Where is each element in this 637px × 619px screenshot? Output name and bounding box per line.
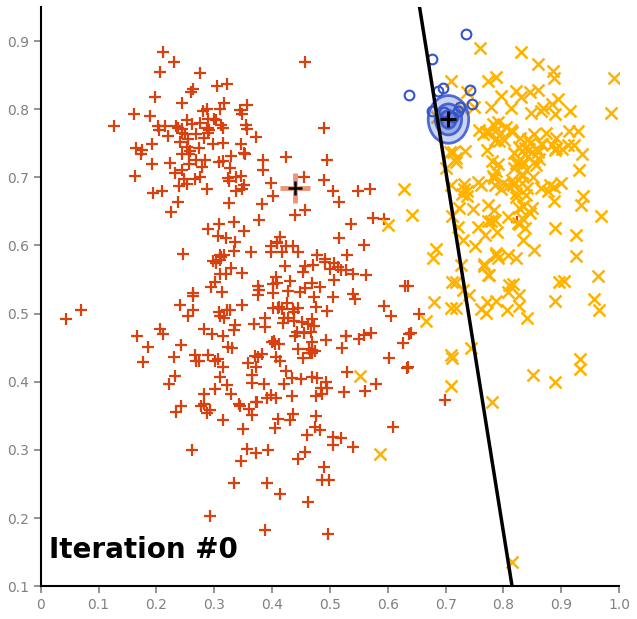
Text: Iteration #0: Iteration #0 xyxy=(50,536,238,564)
Circle shape xyxy=(441,110,456,129)
Circle shape xyxy=(435,104,462,135)
Circle shape xyxy=(428,95,469,143)
